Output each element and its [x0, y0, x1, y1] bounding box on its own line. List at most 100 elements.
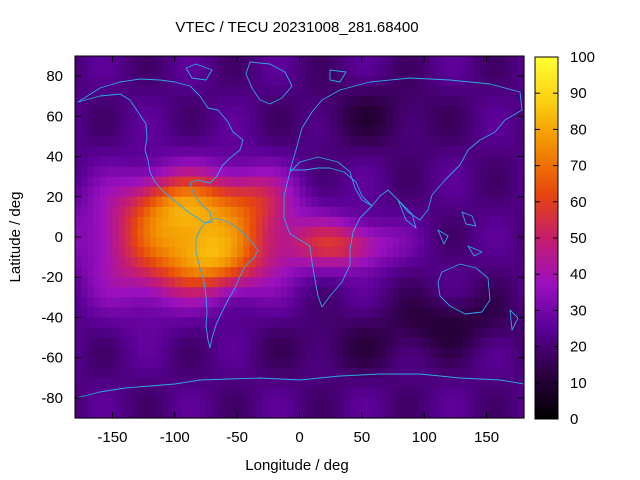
heatmap-cell: [187, 106, 195, 117]
heatmap-cell: [492, 166, 500, 178]
heatmap-cell: [249, 277, 257, 288]
heatmap-cell: [118, 407, 126, 419]
heatmap-cell: [386, 347, 394, 359]
heatmap-cell: [393, 186, 400, 198]
heatmap-cell: [268, 257, 276, 268]
heatmap-cell: [424, 86, 432, 97]
heatmap-cell: [311, 237, 319, 248]
heatmap-cell: [212, 287, 220, 298]
heatmap-cell: [324, 247, 332, 258]
heatmap-cell: [112, 76, 120, 87]
heatmap-cell: [243, 166, 251, 178]
heatmap-cell: [467, 387, 475, 399]
heatmap-cell: [112, 267, 120, 278]
heatmap-cell: [243, 186, 251, 198]
heatmap-cell: [81, 347, 89, 359]
heatmap-cell: [318, 216, 326, 228]
heatmap-cell: [93, 277, 101, 288]
heatmap-cell: [199, 96, 207, 107]
heatmap-cell: [218, 237, 226, 248]
heatmap-cell: [193, 176, 201, 188]
heatmap-cell: [237, 357, 244, 369]
heatmap-cell: [399, 307, 407, 319]
heatmap-cell: [355, 86, 363, 97]
heatmap-cell: [311, 337, 319, 349]
heatmap-cell: [287, 156, 294, 168]
heatmap-cell: [474, 247, 481, 258]
heatmap-cell: [187, 337, 195, 349]
heatmap-cell: [143, 287, 151, 298]
heatmap-cell: [131, 126, 138, 138]
heatmap-cell: [480, 367, 488, 379]
heatmap-cell: [318, 96, 326, 107]
heatmap-cell: [461, 387, 469, 399]
heatmap-cell: [106, 196, 114, 208]
heatmap-cell: [299, 397, 307, 409]
heatmap-cell: [486, 377, 494, 389]
heatmap-cell: [299, 206, 307, 218]
heatmap-cell: [255, 287, 263, 298]
heatmap-cell: [255, 146, 263, 158]
heatmap-cell: [355, 226, 363, 238]
heatmap-cell: [399, 327, 407, 339]
coastline-australia: [437, 263, 491, 315]
heatmap-cell: [274, 367, 282, 379]
heatmap-cell: [474, 96, 481, 107]
heatmap-cell: [343, 156, 350, 168]
heatmap-cell: [455, 277, 463, 288]
heatmap-cell: [93, 56, 101, 67]
heatmap-cell: [274, 66, 282, 77]
heatmap-cell: [87, 237, 95, 248]
heatmap-cell: [505, 166, 513, 178]
heatmap-cell: [149, 146, 157, 158]
heatmap-cell: [112, 156, 120, 168]
heatmap-cell: [399, 317, 407, 329]
heatmap-cell: [162, 407, 170, 419]
heatmap-cell: [442, 186, 450, 198]
heatmap-cell: [162, 277, 170, 288]
heatmap-cell: [131, 307, 138, 319]
heatmap-cell: [112, 327, 120, 339]
heatmap-cell: [212, 387, 220, 399]
heatmap-cell: [212, 237, 220, 248]
heatmap-cell: [168, 146, 176, 158]
heatmap-cell: [230, 337, 238, 349]
heatmap-cell: [280, 377, 288, 389]
heatmap-cell: [131, 237, 138, 248]
heatmap-cell: [93, 307, 101, 319]
heatmap-cell: [87, 176, 95, 188]
heatmap-cell: [212, 317, 220, 329]
heatmap-cell: [399, 397, 407, 409]
heatmap-cell: [449, 66, 457, 77]
heatmap-cell: [361, 76, 369, 87]
heatmap-cell: [193, 367, 201, 379]
heatmap-cell: [137, 337, 145, 349]
heatmap-cell: [212, 347, 220, 359]
heatmap-cell: [343, 247, 350, 258]
heatmap-cell: [399, 156, 407, 168]
heatmap-cell: [81, 277, 89, 288]
heatmap-cell: [249, 347, 257, 359]
heatmap-cell: [386, 397, 394, 409]
heatmap-cell: [405, 66, 413, 77]
heatmap-cell: [187, 216, 195, 228]
heatmap-cell: [287, 96, 294, 107]
heatmap-cell: [255, 357, 263, 369]
heatmap-cell: [442, 237, 450, 248]
heatmap-cell: [268, 247, 276, 258]
heatmap-cell: [237, 317, 244, 329]
heatmap-cell: [343, 327, 350, 339]
heatmap-cell: [455, 96, 463, 107]
heatmap-cell: [174, 257, 182, 268]
heatmap-cell: [436, 267, 444, 278]
heatmap-cell: [486, 237, 494, 248]
heatmap-cell: [480, 156, 488, 168]
heatmap-cell: [287, 237, 294, 248]
heatmap-cell: [499, 146, 506, 158]
heatmap-cell: [436, 226, 444, 238]
heatmap-cell: [324, 186, 332, 198]
heatmap-cell: [305, 66, 313, 77]
heatmap-cell: [106, 377, 114, 389]
heatmap-cell: [106, 166, 114, 178]
x-tick-label: -50: [226, 429, 248, 446]
